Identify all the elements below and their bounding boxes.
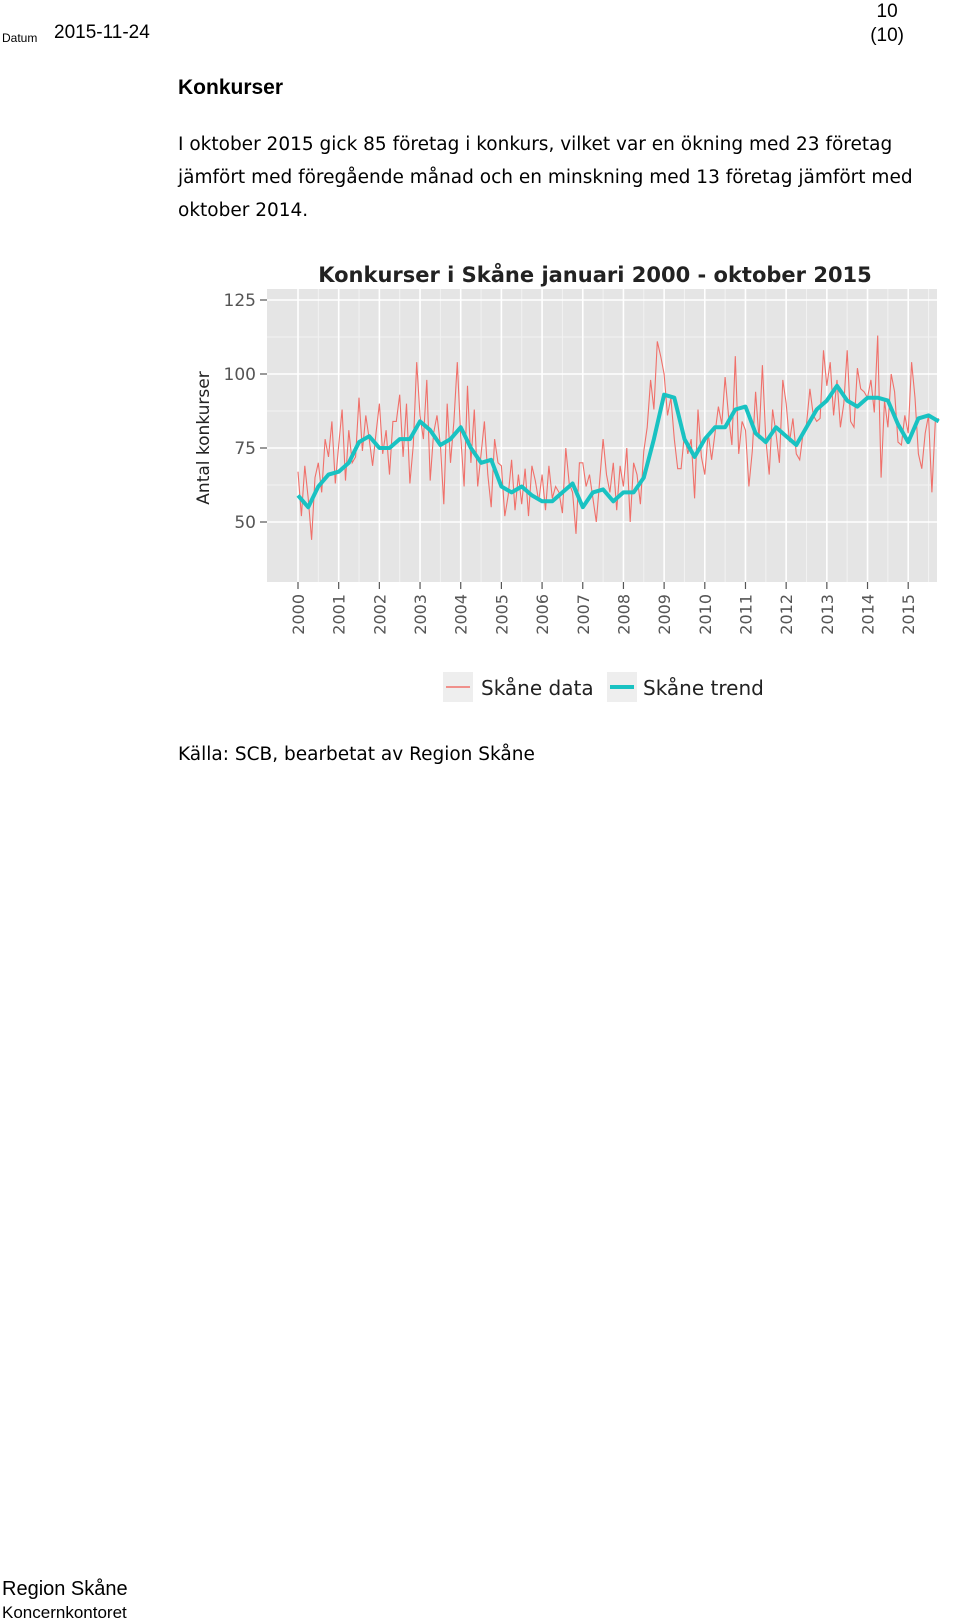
chart-title: Konkurser i Skåne januari 2000 - oktober…: [318, 262, 872, 287]
x-tick-label: 2014: [859, 594, 878, 635]
x-tick-label: 2009: [655, 594, 674, 635]
page-total: (10): [870, 25, 904, 46]
y-axis-label: Antal konkurser: [195, 371, 214, 504]
x-tick-label: 2010: [696, 594, 715, 635]
document-date: 2015-11-24: [54, 22, 150, 43]
page-number: 10 (10): [870, 0, 904, 48]
section-title: Konkurser: [178, 76, 284, 99]
y-tick-label: 125: [224, 291, 256, 311]
legend-label-data: Skåne data: [481, 676, 594, 700]
page-current: 10: [876, 1, 898, 22]
footer-unit: Koncernkontoret: [2, 1603, 127, 1622]
x-tick-label: 2012: [777, 594, 796, 635]
source-note: Källa: SCB, bearbetat av Region Skåne: [178, 744, 535, 765]
x-tick-label: 2004: [452, 594, 471, 635]
series-line-skane-trend: [296, 383, 940, 510]
x-tick-label: 2011: [736, 594, 755, 635]
series-line-skane-data: [297, 335, 940, 540]
x-tick-label: 2015: [899, 594, 918, 635]
x-tick-label: 2001: [330, 594, 349, 635]
x-tick-label: 2000: [289, 594, 308, 635]
x-tick-label: 2003: [411, 594, 430, 635]
x-tick-label: 2002: [370, 594, 389, 635]
x-tick-label: 2007: [574, 594, 593, 635]
x-tick-label: 2013: [818, 594, 837, 635]
x-tick-label: 2008: [614, 594, 633, 635]
x-tick-label: 2006: [533, 594, 552, 635]
date-label: Datum: [2, 31, 38, 45]
legend-label-trend: Skåne trend: [643, 676, 764, 700]
y-tick-label: 50: [234, 513, 256, 533]
y-tick-label: 100: [224, 365, 256, 385]
y-tick-label: 75: [234, 439, 256, 459]
bankruptcy-chart: Konkurser i Skåne januari 2000 - oktober…: [195, 262, 940, 702]
body-paragraph: I oktober 2015 gick 85 företag i konkurs…: [178, 134, 913, 221]
x-tick-label: 2005: [492, 594, 511, 635]
footer-organization: Region Skåne: [2, 1578, 128, 1600]
